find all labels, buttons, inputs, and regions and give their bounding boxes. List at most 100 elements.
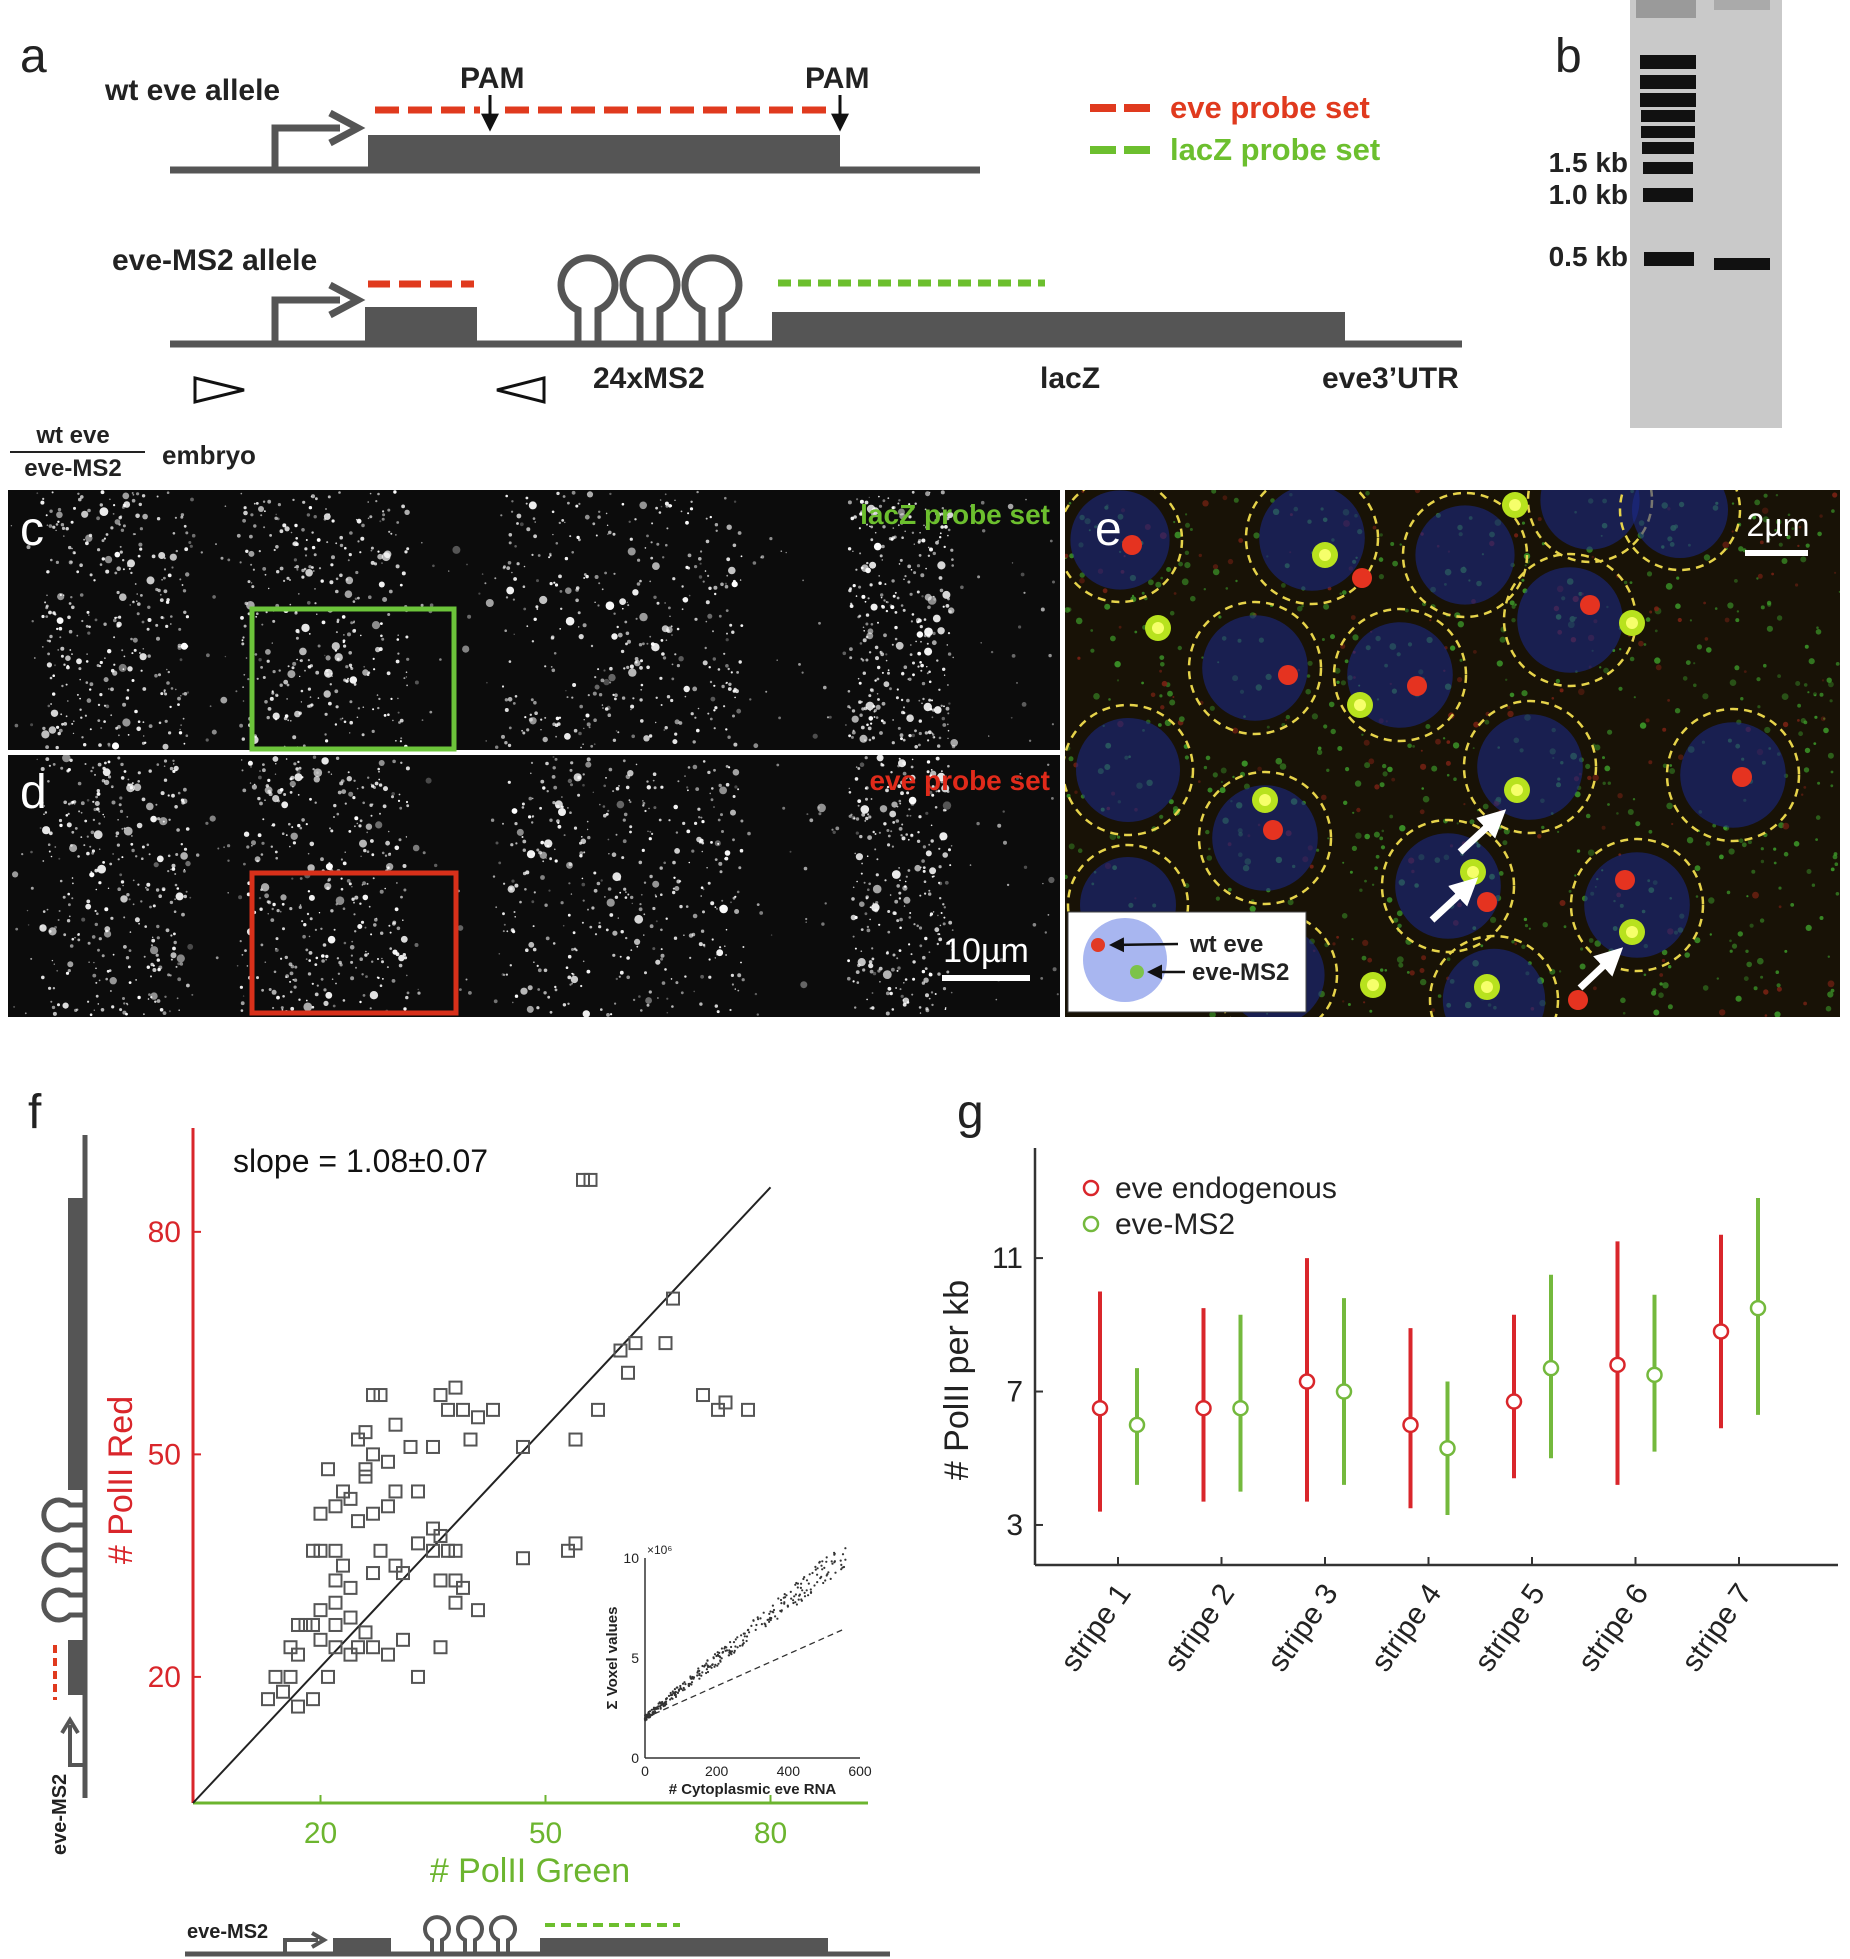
speckle-spot xyxy=(853,817,856,820)
speckle-spot xyxy=(336,957,340,960)
speckle-spot xyxy=(664,602,666,604)
stem-loop-1 xyxy=(557,254,619,344)
speckle-spot xyxy=(603,678,610,686)
speckle-spot xyxy=(137,780,140,783)
background-spot xyxy=(1669,768,1676,774)
speckle-spot xyxy=(567,778,573,784)
speckle-spot xyxy=(888,779,891,782)
speckle-spot xyxy=(258,506,264,512)
speckle-spot xyxy=(950,739,958,747)
speckle-spot xyxy=(420,603,424,607)
speckle-spot xyxy=(114,571,118,575)
speckle-spot xyxy=(911,490,915,494)
speckle-spot xyxy=(73,720,75,722)
background-spot xyxy=(1778,886,1782,890)
speckle-spot xyxy=(802,579,804,582)
speckle-spot xyxy=(870,623,874,626)
speckle-spot xyxy=(387,508,391,512)
speckle-spot xyxy=(117,858,120,861)
speckle-spot xyxy=(128,949,132,952)
speckle-spot xyxy=(886,785,890,789)
speckle-spot xyxy=(289,579,291,581)
nucleus-outline xyxy=(1428,934,1560,1017)
speckle-spot xyxy=(727,735,731,739)
background-spot xyxy=(1757,705,1761,709)
speckle-spot xyxy=(862,968,866,972)
speckle-spot xyxy=(434,863,438,868)
speckle-spot xyxy=(595,534,598,537)
speckle-spot xyxy=(669,615,671,618)
genotype-label: wt eve eve-MS2 embryo xyxy=(10,422,256,482)
speckle-spot xyxy=(988,735,990,737)
inset-point xyxy=(706,1670,710,1674)
speckle-spot xyxy=(421,541,423,544)
speckle-spot xyxy=(180,852,188,860)
speckle-spot xyxy=(414,943,419,947)
background-spot xyxy=(1198,780,1201,783)
speckle-spot xyxy=(687,553,692,558)
speckle-spot xyxy=(97,548,101,552)
speckle-spot xyxy=(922,869,926,873)
background-spot xyxy=(1079,577,1085,584)
speckle-spot xyxy=(286,698,288,700)
background-spot xyxy=(1159,669,1162,673)
speckle-spot xyxy=(527,985,533,991)
speckle-spot xyxy=(857,963,861,968)
speckle-spot xyxy=(759,911,764,915)
speckle-spot xyxy=(40,767,45,771)
background-spot xyxy=(1361,955,1367,961)
background-spot xyxy=(1654,629,1658,633)
speckle-spot xyxy=(65,527,69,531)
background-spot xyxy=(1778,905,1782,909)
speckle-spot xyxy=(498,953,501,955)
f-data-point xyxy=(366,1506,380,1521)
speckle-spot xyxy=(279,788,284,792)
speckle-spot xyxy=(259,801,263,806)
background-spot xyxy=(1068,756,1074,762)
white-arrow-3 xyxy=(1577,947,1624,991)
speckle-spot xyxy=(510,510,514,513)
speckle-spot xyxy=(925,491,931,497)
speckle-spot xyxy=(268,988,272,991)
speckle-spot xyxy=(533,534,537,539)
speckle-spot xyxy=(79,697,81,700)
inset-point xyxy=(774,1615,777,1618)
speckle-spot xyxy=(118,803,122,807)
speckle-spot xyxy=(925,525,930,530)
speckle-spot xyxy=(271,907,274,911)
speckle-spot xyxy=(122,702,127,707)
speckle-spot xyxy=(387,613,391,616)
inset-point xyxy=(647,1713,650,1716)
speckle-spot xyxy=(119,873,123,877)
speckle-spot xyxy=(283,579,286,583)
speckle-spot xyxy=(127,778,130,781)
speckle-spot xyxy=(104,555,113,564)
speckle-spot xyxy=(513,577,517,581)
background-spot xyxy=(1828,681,1834,688)
speckle-spot xyxy=(644,809,647,813)
speckle-spot xyxy=(372,877,375,880)
speckle-spot xyxy=(562,924,565,927)
speckle-spot xyxy=(938,937,943,942)
background-spot xyxy=(1759,540,1764,545)
speckle-spot xyxy=(127,965,131,969)
g-mean-marker xyxy=(1749,1299,1767,1317)
background-spot xyxy=(1364,879,1367,883)
speckle-spot xyxy=(170,868,172,871)
speckle-spot xyxy=(287,719,290,722)
background-spot xyxy=(1330,634,1335,640)
background-spot xyxy=(1763,989,1769,995)
speckle-spot xyxy=(740,555,743,558)
speckle-spot xyxy=(670,978,673,980)
speckle-spot xyxy=(294,710,301,718)
speckle-spot xyxy=(864,820,866,822)
speckle-spot xyxy=(259,770,261,772)
inset-ylabel: Σ Voxel values xyxy=(604,1607,621,1710)
speckle-spot xyxy=(63,933,67,937)
speckle-spot xyxy=(314,588,316,590)
speckle-spot xyxy=(649,830,652,833)
inset-x-tick-label: 200 xyxy=(705,1763,729,1779)
speckle-spot xyxy=(309,917,313,921)
speckle-spot xyxy=(389,947,393,950)
speckle-spot xyxy=(84,714,87,717)
